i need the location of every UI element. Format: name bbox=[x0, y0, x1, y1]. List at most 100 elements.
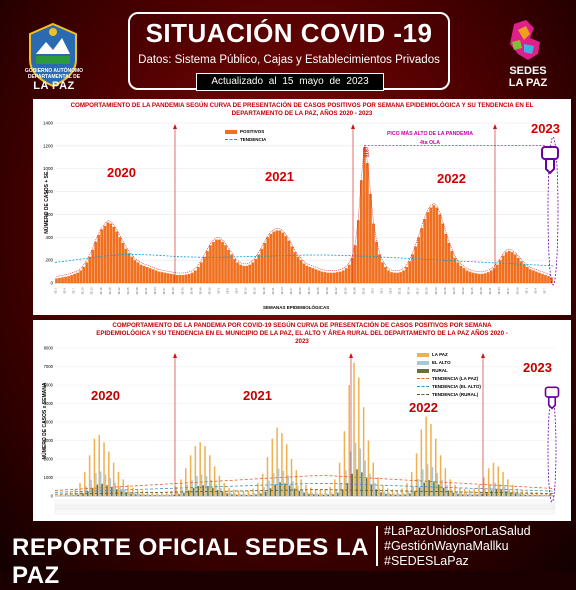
chart1-legend-tendencia: TENDENCIA bbox=[225, 137, 266, 142]
hashtag-2: #GestiónWaynaMallku bbox=[384, 539, 509, 553]
chart1-bar bbox=[429, 208, 432, 283]
chart1-bar bbox=[122, 243, 125, 283]
chart1-bar bbox=[164, 273, 167, 283]
chart1-bar bbox=[526, 267, 529, 283]
chart2-bar-elalto bbox=[239, 494, 241, 496]
chart1-x-tick: SE 45 bbox=[343, 287, 347, 295]
chart2-bar-rural bbox=[251, 495, 253, 496]
chart1-bar bbox=[306, 266, 309, 283]
chart2-bar-elalto bbox=[437, 473, 439, 496]
chart2-year-arrow bbox=[173, 353, 177, 358]
chart2-bar-lapaz bbox=[60, 495, 62, 496]
chart1-x-tick: SE 29 bbox=[452, 287, 456, 295]
chart2-bar-lapaz bbox=[373, 463, 375, 496]
chart2-bar-rural bbox=[241, 495, 243, 496]
chart2-bar-lapaz bbox=[243, 491, 245, 496]
chart2-bar-elalto bbox=[182, 489, 184, 496]
chart2-bar-lapaz bbox=[430, 424, 432, 496]
chart1-bar bbox=[399, 272, 402, 283]
chart1-year-2020: 2020 bbox=[107, 165, 136, 180]
chart2-legend-tend-rural: TENDENCIA (RURAL) bbox=[417, 392, 478, 397]
chart2-bar-lapaz bbox=[108, 452, 110, 496]
chart2-y-axis-title: NÚMERO DE CASOS x SEMANA bbox=[42, 381, 48, 461]
chart1-bar bbox=[387, 270, 390, 283]
chart1-bar bbox=[487, 272, 490, 283]
chart1-bar bbox=[248, 265, 251, 283]
chart2-bar-elalto bbox=[451, 489, 453, 496]
chart2-bar-rural bbox=[207, 486, 209, 496]
chart2-bar-rural bbox=[332, 494, 334, 496]
chart2-bar-elalto bbox=[461, 493, 463, 496]
chart2-bar-lapaz bbox=[238, 490, 240, 496]
chart2-bar-elalto bbox=[388, 493, 390, 496]
chart2-bar-elalto bbox=[230, 493, 232, 496]
chart2-bar-rural bbox=[77, 495, 79, 496]
chart1-bar bbox=[167, 273, 170, 283]
chart2-bar-rural bbox=[164, 495, 166, 496]
chart2-bar-rural bbox=[443, 488, 445, 496]
chart1-bar bbox=[188, 274, 191, 283]
chart2-bar-lapaz bbox=[223, 483, 225, 496]
chart1-bar bbox=[137, 262, 140, 283]
chart2-bar-rural bbox=[520, 495, 522, 496]
chart2-bar-lapaz bbox=[493, 463, 495, 496]
chart2-table-row bbox=[55, 505, 555, 509]
chart1-x-tick: SE 46 bbox=[189, 287, 193, 295]
chart2-bar-lapaz bbox=[363, 407, 365, 496]
chart1-bar bbox=[200, 262, 203, 283]
hashtag-3: #SEDESLaPaz bbox=[384, 554, 469, 568]
chart1-x-tick: SE 9 bbox=[235, 288, 239, 294]
chart2-bar-elalto bbox=[513, 492, 515, 496]
chart2-bar-rural bbox=[150, 495, 152, 496]
chart1-bar bbox=[336, 272, 339, 283]
chart2-bar-elalto bbox=[100, 472, 102, 496]
chart1-bar bbox=[432, 205, 435, 283]
chart1-bar bbox=[242, 266, 245, 283]
chart2-bar-rural bbox=[390, 494, 392, 496]
chart1-bar bbox=[272, 232, 275, 283]
chart2-bar-elalto bbox=[379, 489, 381, 496]
chart1-bar bbox=[324, 272, 327, 283]
chart-panel-municipios: COMPORTAMIENTO DE LA PANDEMIA POR COVID-… bbox=[33, 320, 571, 521]
chart2-bar-rural bbox=[409, 493, 411, 496]
chart2-bar-lapaz bbox=[74, 490, 76, 496]
chart1-x-tick: SE 13 bbox=[90, 287, 94, 295]
chart1-x-tick: SE 7 bbox=[542, 288, 546, 294]
chart2-bar-rural bbox=[318, 495, 320, 496]
chart2-bar-lapaz bbox=[478, 485, 480, 496]
chart1-bar bbox=[285, 236, 288, 283]
chart1-bar bbox=[197, 267, 200, 283]
chart1-x-tick: SE 47 bbox=[506, 287, 510, 295]
chart2-bar-lapaz bbox=[483, 478, 485, 497]
chart1-x-tick: SE 51 bbox=[361, 287, 365, 295]
chart2-bar-rural bbox=[323, 495, 325, 496]
chart1-bar bbox=[239, 265, 242, 283]
chart1-year-arrow bbox=[173, 124, 177, 129]
chart1-bar bbox=[490, 270, 493, 283]
chart2-bar-rural bbox=[400, 495, 402, 496]
chart2-bar-elalto bbox=[283, 471, 285, 496]
chart1-x-tick: SE 21 bbox=[271, 287, 275, 295]
chart2-bar-elalto bbox=[138, 493, 140, 496]
chart1-x-tick: SE 43 bbox=[180, 287, 184, 295]
chart1-bar bbox=[375, 242, 378, 283]
chart2-bar-lapaz bbox=[161, 492, 163, 496]
chart2-bar-lapaz bbox=[94, 439, 96, 496]
chart2-bar-rural bbox=[404, 495, 406, 496]
chart1-bar bbox=[125, 249, 128, 283]
chart2-bar-lapaz bbox=[488, 468, 490, 496]
chart2-bar-elalto bbox=[71, 495, 73, 496]
chart1-bar bbox=[269, 234, 272, 283]
chart1-bar bbox=[384, 267, 387, 283]
chart2-bar-rural bbox=[140, 495, 142, 496]
chart2-bar-elalto bbox=[537, 495, 539, 496]
chart2-bar-elalto bbox=[273, 473, 275, 496]
chart2-bar-lapaz bbox=[464, 489, 466, 496]
chart1-bar bbox=[227, 250, 230, 283]
chart2-bar-rural bbox=[236, 495, 238, 496]
chart2-bar-elalto bbox=[153, 494, 155, 496]
chart1-bar bbox=[61, 277, 64, 283]
chart2-bar-lapaz bbox=[204, 446, 206, 496]
chart2-bar-elalto bbox=[316, 493, 318, 496]
